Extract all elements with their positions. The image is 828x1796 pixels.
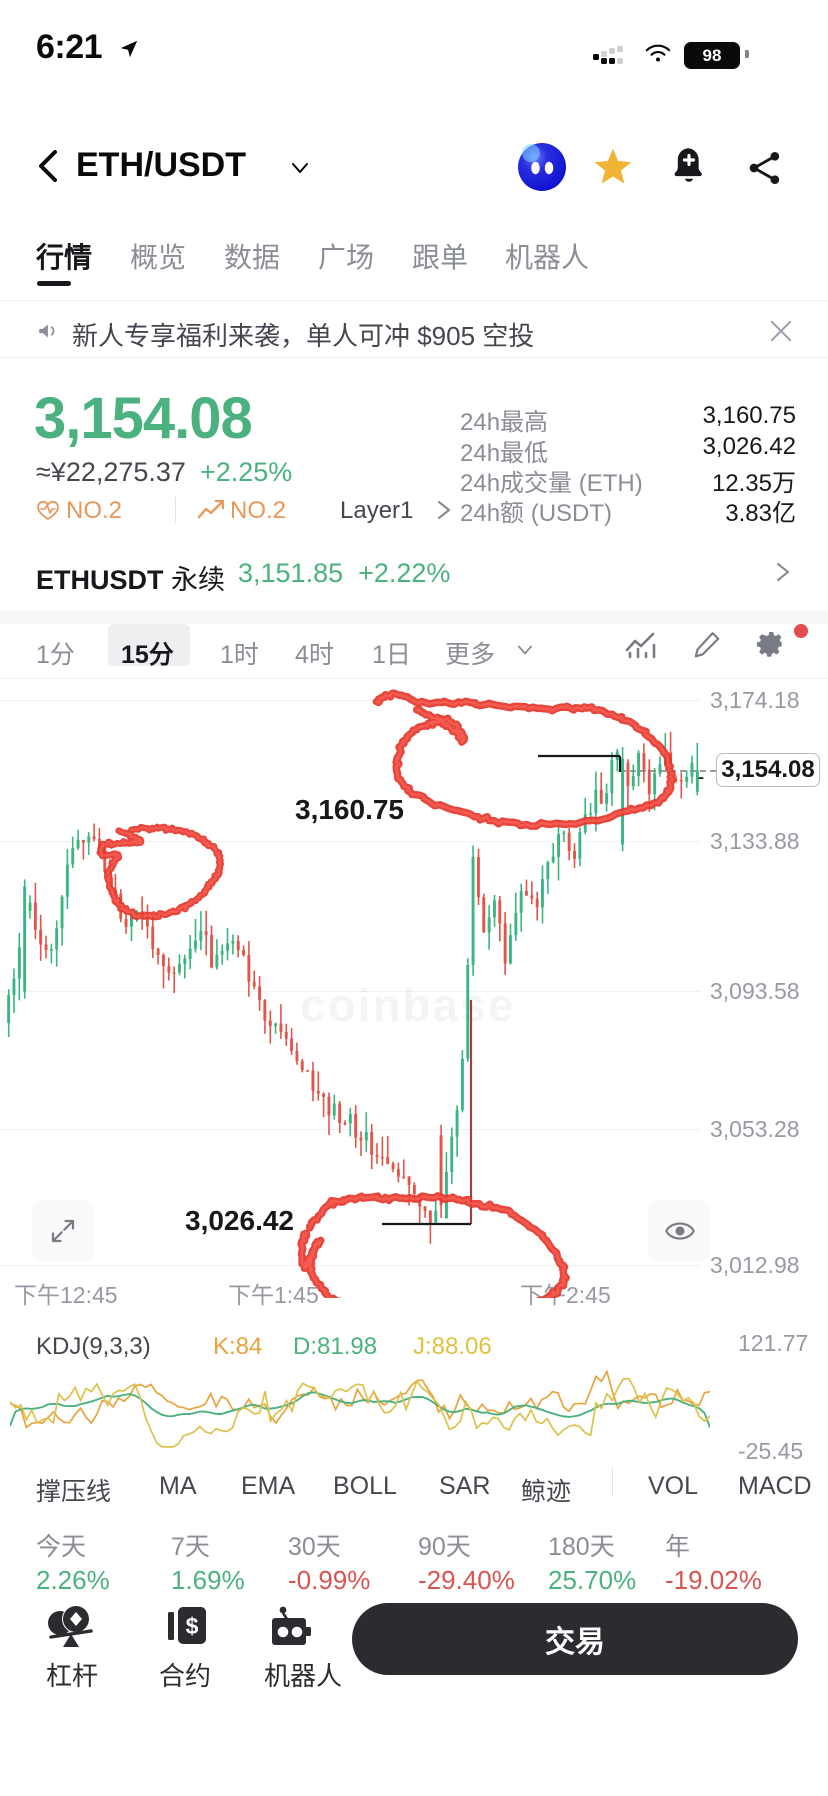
svg-text:$: $: [186, 1613, 199, 1639]
